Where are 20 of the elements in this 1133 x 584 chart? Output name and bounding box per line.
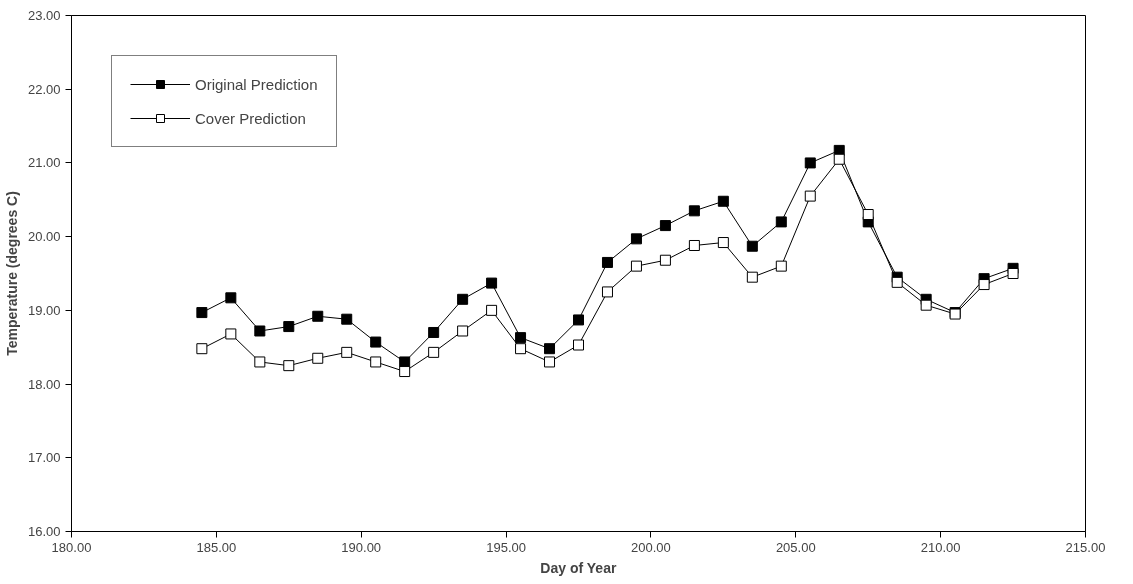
x-tick-label: 180.00: [51, 539, 92, 555]
x-tick-label: 195.00: [486, 539, 526, 555]
legend-label: Original Prediction: [195, 75, 318, 93]
x-tick-label: 200.00: [631, 539, 671, 555]
legend-label: Cover Prediction: [195, 109, 306, 127]
y-tick-label: 21.00: [27, 155, 61, 171]
x-tick-label: 210.00: [920, 539, 961, 555]
x-tick-label: 185.00: [196, 539, 237, 555]
y-tick-label: 23.00: [27, 8, 61, 23]
y-tick-label: 20.00: [27, 229, 61, 245]
x-tick-label: 215.00: [1065, 539, 1106, 555]
x-tick-label: 205.00: [775, 539, 816, 555]
x-tick-label: 190.00: [341, 539, 382, 555]
y-tick-label: 19.00: [27, 302, 61, 318]
y-tick-label: 22.00: [27, 81, 61, 97]
x-axis-title: Day of Year: [540, 559, 617, 576]
y-tick-label: 18.00: [27, 376, 61, 392]
y-tick-label: 17.00: [27, 450, 61, 466]
y-tick-label: 16.00: [27, 524, 61, 539]
y-axis-title: Temperature (degrees C): [3, 191, 20, 356]
